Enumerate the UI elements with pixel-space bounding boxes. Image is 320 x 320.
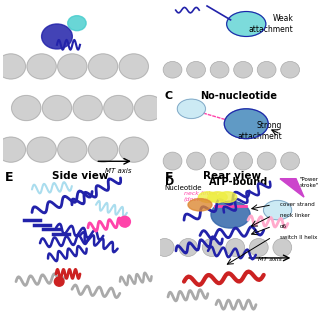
Circle shape: [226, 238, 245, 256]
Polygon shape: [280, 179, 304, 197]
Ellipse shape: [27, 54, 56, 79]
Circle shape: [187, 152, 205, 170]
Text: MT axis: MT axis: [105, 168, 132, 174]
Text: Rear view: Rear view: [203, 171, 261, 181]
Text: E: E: [5, 171, 13, 184]
Circle shape: [179, 238, 198, 256]
Ellipse shape: [218, 192, 237, 203]
Ellipse shape: [42, 24, 72, 49]
Ellipse shape: [211, 201, 250, 228]
Ellipse shape: [188, 199, 212, 211]
Ellipse shape: [42, 96, 72, 121]
Circle shape: [163, 152, 182, 170]
Circle shape: [273, 238, 292, 256]
Circle shape: [119, 216, 131, 227]
Ellipse shape: [0, 54, 26, 79]
Circle shape: [234, 152, 252, 170]
Circle shape: [202, 238, 221, 256]
Ellipse shape: [227, 12, 266, 36]
Circle shape: [249, 238, 268, 256]
Ellipse shape: [27, 137, 56, 162]
Ellipse shape: [263, 200, 292, 220]
Circle shape: [281, 152, 300, 170]
Ellipse shape: [104, 96, 133, 121]
Text: switch II helix: switch II helix: [280, 235, 317, 240]
Circle shape: [54, 277, 64, 286]
Text: No-nucleotide: No-nucleotide: [200, 91, 277, 101]
Circle shape: [210, 152, 229, 170]
Ellipse shape: [88, 54, 118, 79]
Circle shape: [257, 61, 276, 78]
Text: ATP-bound: ATP-bound: [209, 177, 268, 187]
Ellipse shape: [0, 137, 26, 162]
Ellipse shape: [68, 16, 86, 31]
Ellipse shape: [73, 96, 102, 121]
Circle shape: [257, 152, 276, 170]
Circle shape: [163, 61, 182, 78]
Text: F: F: [165, 171, 173, 184]
Ellipse shape: [224, 109, 268, 139]
Ellipse shape: [88, 137, 118, 162]
Ellipse shape: [58, 137, 87, 162]
Circle shape: [210, 61, 229, 78]
Text: Weak
attachment: Weak attachment: [249, 14, 293, 34]
Circle shape: [155, 238, 174, 256]
Text: Strong
attachment: Strong attachment: [237, 122, 282, 141]
Text: "Power
stroke": "Power stroke": [299, 177, 319, 188]
Ellipse shape: [208, 192, 227, 203]
Ellipse shape: [177, 99, 205, 118]
Text: C: C: [165, 91, 173, 101]
Ellipse shape: [12, 96, 41, 121]
Ellipse shape: [198, 192, 218, 203]
Text: neck linker
(docked): neck linker (docked): [184, 191, 218, 202]
Text: Side view: Side view: [52, 171, 108, 181]
Text: D: D: [165, 177, 174, 187]
Circle shape: [187, 61, 205, 78]
Circle shape: [234, 61, 252, 78]
Text: Nucleotide: Nucleotide: [165, 185, 202, 191]
Text: neck linker: neck linker: [280, 213, 310, 218]
Ellipse shape: [134, 96, 164, 121]
Ellipse shape: [119, 54, 148, 79]
Ellipse shape: [58, 54, 87, 79]
Text: cover strand: cover strand: [280, 202, 315, 207]
Circle shape: [281, 61, 300, 78]
Text: MT axis: MT axis: [258, 257, 282, 262]
Text: α6: α6: [280, 224, 287, 229]
Ellipse shape: [119, 137, 148, 162]
